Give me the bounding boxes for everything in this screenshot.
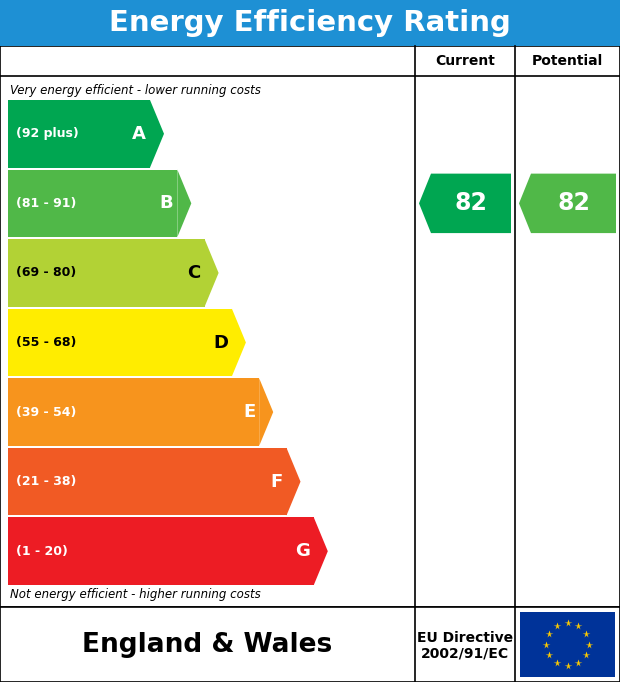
Bar [0, 46, 620, 607]
Bar [520, 612, 615, 677]
Text: (21 - 38): (21 - 38) [16, 475, 76, 488]
Text: A: A [132, 125, 146, 143]
Text: Potential: Potential [532, 54, 603, 68]
Bar [8, 309, 232, 376]
Polygon shape [314, 518, 328, 585]
Bar [8, 448, 286, 516]
Text: Current: Current [435, 54, 495, 68]
Text: 82: 82 [454, 192, 487, 216]
Text: C: C [187, 264, 201, 282]
Polygon shape [419, 174, 511, 233]
Text: 2002/91/EC: 2002/91/EC [421, 647, 509, 660]
Bar [8, 100, 150, 168]
Text: (55 - 68): (55 - 68) [16, 336, 76, 349]
Text: G: G [295, 542, 310, 560]
Text: EU Directive: EU Directive [417, 630, 513, 644]
Polygon shape [205, 239, 219, 307]
Text: (39 - 54): (39 - 54) [16, 406, 76, 419]
Polygon shape [259, 379, 273, 446]
Polygon shape [232, 309, 246, 376]
Text: (1 - 20): (1 - 20) [16, 545, 68, 558]
Text: Very energy efficient - lower running costs: Very energy efficient - lower running co… [10, 84, 261, 97]
Bar [0, 607, 620, 682]
Bar [8, 518, 314, 585]
Text: England & Wales: England & Wales [82, 632, 332, 657]
Bar [8, 239, 205, 307]
Bar [0, 0, 620, 46]
Text: E: E [243, 403, 255, 421]
Text: 82: 82 [557, 192, 590, 216]
Text: (81 - 91): (81 - 91) [16, 197, 76, 210]
Bar [8, 379, 259, 446]
Text: Not energy efficient - higher running costs: Not energy efficient - higher running co… [10, 588, 261, 601]
Text: Energy Efficiency Rating: Energy Efficiency Rating [109, 9, 511, 37]
Bar [8, 170, 177, 237]
Polygon shape [519, 174, 616, 233]
Polygon shape [177, 170, 192, 237]
Polygon shape [286, 448, 301, 516]
Text: (69 - 80): (69 - 80) [16, 267, 76, 280]
Polygon shape [150, 100, 164, 168]
Text: B: B [160, 194, 174, 212]
Text: (92 plus): (92 plus) [16, 128, 79, 140]
Text: D: D [213, 333, 228, 351]
Text: F: F [270, 473, 283, 490]
